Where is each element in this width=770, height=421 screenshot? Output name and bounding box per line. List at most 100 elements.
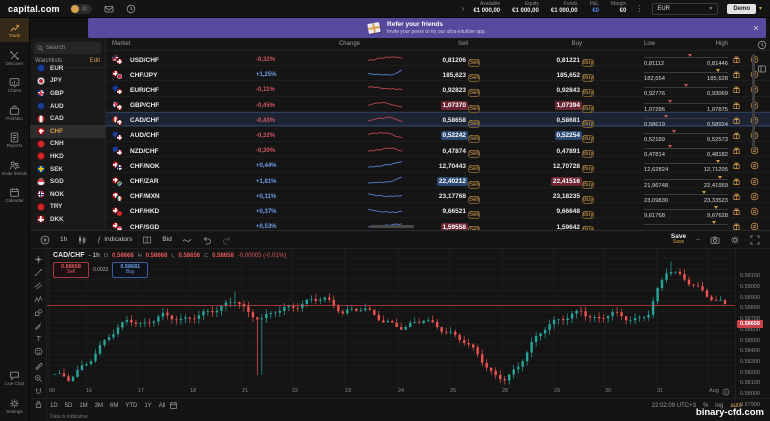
market-row-chf-nok[interactable]: CHF/NOK +0,44% 12,70443 Sell 12,70728 Bu…: [106, 157, 770, 172]
channel-tool-icon[interactable]: [34, 281, 43, 290]
time-axis[interactable]: 00161718212223242528293031Aug: [30, 387, 735, 396]
history-clock-icon[interactable]: [126, 4, 136, 14]
gift-icon[interactable]: [732, 161, 741, 170]
watchlist-item-sgd[interactable]: SGD: [30, 175, 105, 188]
market-row-aud-chf[interactable]: AUD/CHF -0,32% 0,52242 Sell 0,52254 Buy …: [106, 127, 770, 142]
market-row-cad-chf[interactable]: CAD/CHF -0,43% 0,58658 Sell 0,58681 Buy …: [106, 112, 770, 127]
collapse-stats-icon[interactable]: ›: [462, 4, 465, 13]
watchlist-item-chf[interactable]: CHF: [30, 125, 105, 138]
xabcd-tool-icon[interactable]: [34, 295, 43, 304]
sidebar-item-trade[interactable]: Trade: [0, 18, 29, 42]
range-3m[interactable]: 3M: [95, 403, 103, 409]
watchlist-item-gbp[interactable]: GBP: [30, 87, 105, 100]
gift-icon[interactable]: [732, 222, 741, 230]
candlestick-chart[interactable]: [47, 249, 735, 387]
gift-icon[interactable]: [732, 70, 741, 79]
sidebar-item-reports[interactable]: Reports: [0, 128, 29, 152]
swap-info-icon[interactable]: [750, 161, 759, 170]
snapshot-camera-icon[interactable]: [710, 235, 720, 245]
range-1y[interactable]: 1Y: [144, 403, 151, 409]
market-row-chf-hkd[interactable]: CHF/HKD +0,37% 9,66521 Sell 9,66648 Buy …: [106, 203, 770, 218]
watchlist-item-aud[interactable]: AUD: [30, 100, 105, 113]
trading-hours-icon[interactable]: [757, 40, 767, 50]
search-input[interactable]: [46, 45, 98, 51]
gift-icon[interactable]: [732, 55, 741, 64]
sidebar-item-discover[interactable]: Discover: [0, 46, 29, 70]
indicators-button[interactable]: ƒ Indicators: [97, 236, 132, 244]
currency-select[interactable]: EUR ▼: [652, 3, 718, 15]
clock-utc[interactable]: 22:02:09 UTC+3: [652, 403, 696, 409]
chart-settings-gear-icon[interactable]: [730, 235, 740, 245]
referral-banner[interactable]: Refer your friends Invite your peers to …: [88, 18, 766, 38]
minimize-icon[interactable]: –: [696, 236, 700, 243]
panel-layout-icon[interactable]: [757, 64, 767, 74]
gift-icon[interactable]: [732, 207, 741, 216]
col-high[interactable]: High: [716, 41, 728, 47]
edit-watchlists-link[interactable]: Edit: [90, 58, 100, 64]
candle-style-icon[interactable]: [77, 235, 87, 245]
text-tool-icon[interactable]: T: [34, 334, 43, 343]
sidebar-item-portfolio[interactable]: Portfolio: [0, 101, 29, 125]
timeframe-button[interactable]: 1h: [60, 236, 67, 243]
trend-tool-icon[interactable]: [34, 268, 43, 277]
watchlist-item-jpy[interactable]: JPY: [30, 75, 105, 88]
vertical-scrollbar[interactable]: [752, 54, 755, 150]
undo-icon[interactable]: [202, 235, 212, 245]
market-row-chf-sgd[interactable]: CHF/SGD +0,53% 1,59558 Sell 1,59642 Buy: [106, 218, 770, 230]
save-button[interactable]: Save Save: [671, 234, 686, 246]
range-all[interactable]: All: [159, 403, 166, 409]
search-box[interactable]: [34, 42, 101, 54]
shapes-tool-icon[interactable]: [34, 308, 43, 317]
market-row-usd-chf[interactable]: USD/CHF -0,32% 0,81206 Sell 0,81221 Buy …: [106, 51, 770, 66]
market-row-eur-chf[interactable]: EUR/CHF -0,11% 0,92823 Sell 0,92843 Buy …: [106, 81, 770, 96]
brush-tool-icon[interactable]: [34, 321, 43, 330]
fullscreen-icon[interactable]: [750, 235, 760, 245]
sidebar-item-settings[interactable]: Settings: [0, 394, 29, 418]
sidebar-item-invite-friends[interactable]: Invite friends: [0, 156, 29, 180]
sidebar-item-calendar[interactable]: Calendar: [0, 183, 29, 207]
col-sell[interactable]: Sell: [406, 41, 468, 47]
range-1m[interactable]: 1M: [79, 403, 87, 409]
sidebar-item-charts[interactable]: Charts: [0, 73, 29, 97]
price-axis[interactable]: 0.591000.590000.589000.588000.587000.586…: [735, 249, 770, 421]
market-row-gbp-chf[interactable]: GBP/CHF -0,45% 1,07370 Sell 1,07394 Buy …: [106, 97, 770, 112]
watchlist-item-dkk[interactable]: DKK: [30, 213, 105, 226]
market-row-chf-mxn[interactable]: CHF/MXN +0,11% 23,17768 Sell 23,18235 Bu…: [106, 188, 770, 203]
watchlist-item-try[interactable]: TRY: [30, 201, 105, 214]
watchlist-item-cad[interactable]: CAD: [30, 112, 105, 125]
redo-icon[interactable]: [222, 235, 232, 245]
theme-toggle[interactable]: [70, 4, 92, 14]
sidebar-item-live-chat[interactable]: Live Chat: [0, 366, 29, 390]
ruler-tool-icon[interactable]: [34, 361, 43, 370]
gift-icon[interactable]: [732, 101, 741, 110]
horizontal-scrollbar[interactable]: [370, 225, 414, 228]
market-row-chf-zar[interactable]: CHF/ZAR +1,81% 22,40212 Sell 22,41516 Bu…: [106, 173, 770, 188]
compare-icon[interactable]: [142, 235, 152, 245]
range-1d[interactable]: 1D: [50, 403, 58, 409]
watchlist-item-cnh[interactable]: CNH: [30, 138, 105, 151]
add-symbol-icon[interactable]: [40, 235, 50, 245]
calendar-range-icon[interactable]: [169, 401, 178, 410]
watchlist-item-hkd[interactable]: HKD: [30, 150, 105, 163]
range-5d[interactable]: 5D: [65, 403, 73, 409]
sell-chip[interactable]: 0.58658 Sell: [53, 262, 89, 278]
col-buy[interactable]: Buy: [522, 41, 582, 47]
chart-symbol[interactable]: CAD/CHF: [53, 252, 85, 259]
range-ytd[interactable]: YTD: [125, 403, 137, 409]
watchlist-item-nok[interactable]: NOK: [30, 188, 105, 201]
zoom-tool-icon[interactable]: [34, 374, 43, 383]
crosshair-tool-icon[interactable]: [34, 255, 43, 264]
bid-ask-toggle[interactable]: Bid: [162, 236, 171, 243]
swap-info-icon[interactable]: [750, 207, 759, 216]
emoji-tool-icon[interactable]: [34, 347, 43, 356]
close-icon[interactable]: [752, 24, 760, 32]
col-change[interactable]: Change: [256, 41, 360, 47]
gift-icon[interactable]: [732, 192, 741, 201]
market-row-chf-jpy[interactable]: CHF/JPY +1,25% 185,623 Sell 185,652 Buy …: [106, 66, 770, 81]
market-row-nzd-chf[interactable]: NZD/CHF -0,30% 0,47874 Sell 0,47891 Buy …: [106, 142, 770, 157]
chevron-down-icon[interactable]: ▾: [759, 5, 762, 12]
buy-chip[interactable]: 0.58681 Buy: [112, 262, 148, 278]
watchlist-item-sek[interactable]: SEK: [30, 163, 105, 176]
gift-icon[interactable]: [732, 116, 741, 125]
range-6m[interactable]: 6M: [110, 403, 118, 409]
